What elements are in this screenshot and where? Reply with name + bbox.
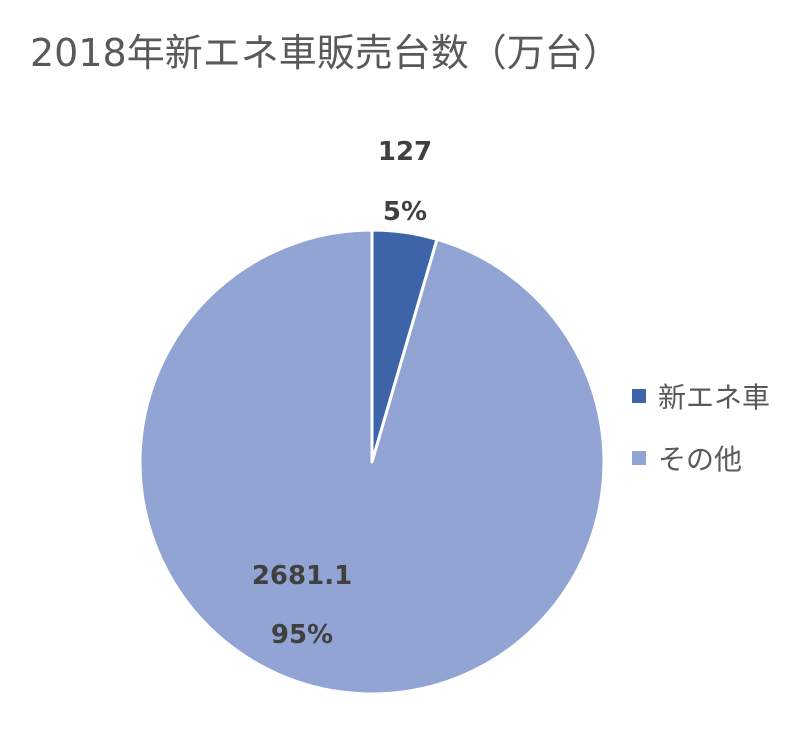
legend-label-other: その他 — [658, 443, 743, 476]
legend-item-other: その他 — [632, 440, 770, 476]
pie-slices — [138, 228, 606, 696]
legend-swatch-new-energy — [632, 389, 646, 403]
chart-title: 2018年新エネ車販売台数（万台） — [30, 31, 621, 75]
pie-data-labels: 127 5% 2681.1 95% — [252, 137, 432, 650]
legend: 新エネ車 その他 — [632, 378, 770, 502]
legend-swatch-other — [632, 451, 646, 465]
slice-percent-label-other: 95% — [271, 620, 333, 650]
slice-value-label-new-energy: 127 — [378, 137, 432, 167]
slice-value-label-other: 2681.1 — [252, 561, 352, 591]
legend-item-new-energy: 新エネ車 — [632, 378, 770, 414]
slice-percent-label-new-energy: 5% — [383, 197, 427, 227]
pie-slice-other — [138, 228, 606, 696]
legend-label-new-energy: 新エネ車 — [658, 381, 771, 414]
